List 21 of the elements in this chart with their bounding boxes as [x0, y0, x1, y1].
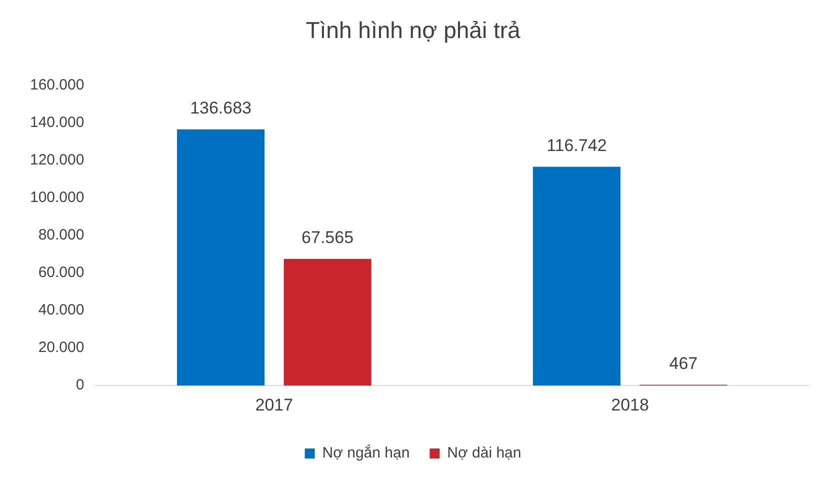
bar: [532, 166, 620, 386]
y-tick-label: 20.000: [38, 339, 84, 356]
data-label: 67.565: [302, 228, 354, 248]
data-label: 116.742: [546, 136, 607, 155]
chart-title: Tình hình nợ phải trả: [306, 17, 520, 44]
y-tick-label: 80.000: [38, 226, 84, 244]
bar: [284, 258, 372, 386]
data-label: 136.683: [190, 98, 252, 118]
x-tick-label: 2018: [611, 395, 649, 414]
bar: [177, 129, 265, 386]
data-label: 467: [669, 354, 698, 373]
y-tick-label: 160.000: [30, 76, 84, 94]
legend-label: Nợ ngắn hạn: [322, 444, 410, 462]
y-tick-label: 60.000: [38, 264, 84, 282]
y-tick-label: 100.000: [30, 189, 84, 206]
legend-label: Nợ dài hạn: [447, 444, 522, 462]
y-tick-label: 140.000: [30, 114, 84, 132]
y-tick-label: 0: [76, 376, 84, 394]
y-tick-label: 120.000: [30, 152, 84, 169]
x-tick-label: 2017: [255, 395, 294, 414]
y-tick-label: 40.000: [38, 302, 84, 319]
